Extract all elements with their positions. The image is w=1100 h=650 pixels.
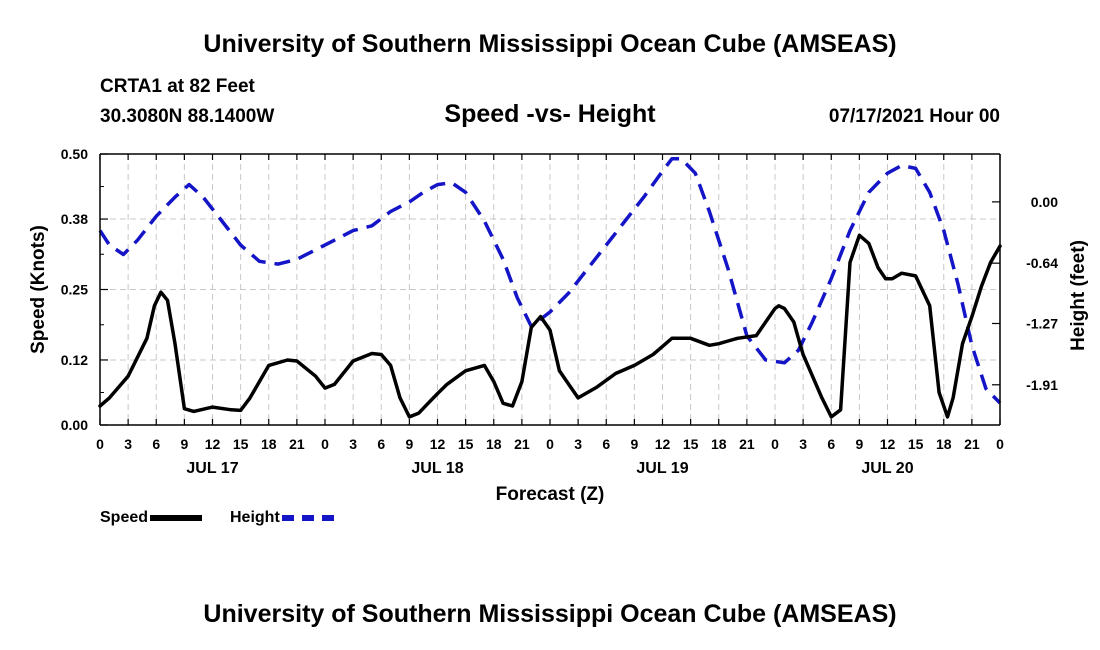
x-tick-label: 3 xyxy=(574,436,582,452)
x-tick-label: 6 xyxy=(602,436,610,452)
x-tick-label: 18 xyxy=(936,436,952,452)
x-tick-label: 12 xyxy=(880,436,896,452)
x-tick-label: 9 xyxy=(855,436,863,452)
x-tick-label: 15 xyxy=(458,436,474,452)
x-tick-label: 18 xyxy=(711,436,727,452)
x-tick-label: 6 xyxy=(377,436,385,452)
x-tick-label: 15 xyxy=(683,436,699,452)
x-tick-label: 21 xyxy=(289,436,305,452)
day-label: JUL 19 xyxy=(636,460,688,477)
x-axis-title: Forecast (Z) xyxy=(496,484,605,505)
legend-speed: Speed xyxy=(100,509,203,527)
legend-speed-label: Speed xyxy=(100,509,149,526)
legend-height-label: Height xyxy=(230,509,280,526)
x-tick-label: 0 xyxy=(996,436,1004,452)
x-tick-label: 6 xyxy=(827,436,835,452)
y-axis-title-right: Height (feet) xyxy=(1068,240,1089,351)
x-tick-label: 21 xyxy=(964,436,980,452)
x-tick-label: 18 xyxy=(261,436,277,452)
speed-line xyxy=(98,233,1002,419)
station-coordinates: 30.3080N 88.1400W xyxy=(100,106,275,127)
legend-speed-swatch xyxy=(150,514,203,521)
y-axis-title-left: Speed (Knots) xyxy=(28,225,49,354)
y-tick-label-right: -0.64 xyxy=(1026,255,1058,271)
y-tick-label-right: -1.91 xyxy=(1026,377,1058,393)
y-tick-label-right: 0.00 xyxy=(1031,194,1058,210)
x-tick-label: 21 xyxy=(514,436,530,452)
day-label: JUL 17 xyxy=(186,460,238,477)
x-tick-label: 0 xyxy=(321,436,329,452)
x-tick-label: 9 xyxy=(180,436,188,452)
footer-title: University of Southern Mississippi Ocean… xyxy=(203,600,897,628)
height-line xyxy=(98,157,1002,405)
chart-title: Speed -vs- Height xyxy=(444,100,656,128)
x-tick-label: 0 xyxy=(771,436,779,452)
y-tick-label-left: 0.25 xyxy=(61,282,88,298)
x-tick-label: 15 xyxy=(908,436,924,452)
x-tick-label: 6 xyxy=(152,436,160,452)
x-tick-label: 0 xyxy=(96,436,104,452)
legend-height: Height xyxy=(230,509,334,527)
x-tick-label: 12 xyxy=(655,436,671,452)
axis-labels: 0 3 6 9 12 15 18 21 0 3 6 9 12 15 18 21 0 3 6 9 12 15 18 21 0 3 6 9… xyxy=(28,146,1089,505)
x-tick-label: 0 xyxy=(546,436,554,452)
x-tick-label: 12 xyxy=(205,436,221,452)
x-tick-label: 18 xyxy=(486,436,502,452)
day-label: JUL 20 xyxy=(861,460,913,477)
forecast-datetime: 07/17/2021 Hour 00 xyxy=(828,106,1000,127)
y-tick-label-left: 0.12 xyxy=(61,352,88,368)
x-tick-label: 12 xyxy=(430,436,446,452)
y-tick-label-left: 0.50 xyxy=(61,146,88,162)
height-series xyxy=(98,157,1002,405)
x-tick-label: 15 xyxy=(233,436,249,452)
y-tick-label-left: 0.00 xyxy=(61,417,88,433)
page-title: University of Southern Mississippi Ocean… xyxy=(203,30,897,58)
x-tick-label: 3 xyxy=(799,436,807,452)
x-tick-label: 3 xyxy=(124,436,132,452)
legend-height-swatch xyxy=(281,514,334,521)
station-label: CRTA1 at 82 Feet xyxy=(100,76,255,97)
grid-lines xyxy=(99,153,1001,426)
x-tick-label: 9 xyxy=(405,436,413,452)
x-tick-label: 21 xyxy=(739,436,755,452)
y-tick-label-right: -1.27 xyxy=(1026,315,1058,331)
day-label: JUL 18 xyxy=(411,460,463,477)
y-tick-label-left: 0.38 xyxy=(61,211,88,227)
x-tick-label: 9 xyxy=(630,436,638,452)
speed-series xyxy=(98,233,1002,419)
x-tick-label: 3 xyxy=(349,436,357,452)
axes xyxy=(99,153,1001,426)
